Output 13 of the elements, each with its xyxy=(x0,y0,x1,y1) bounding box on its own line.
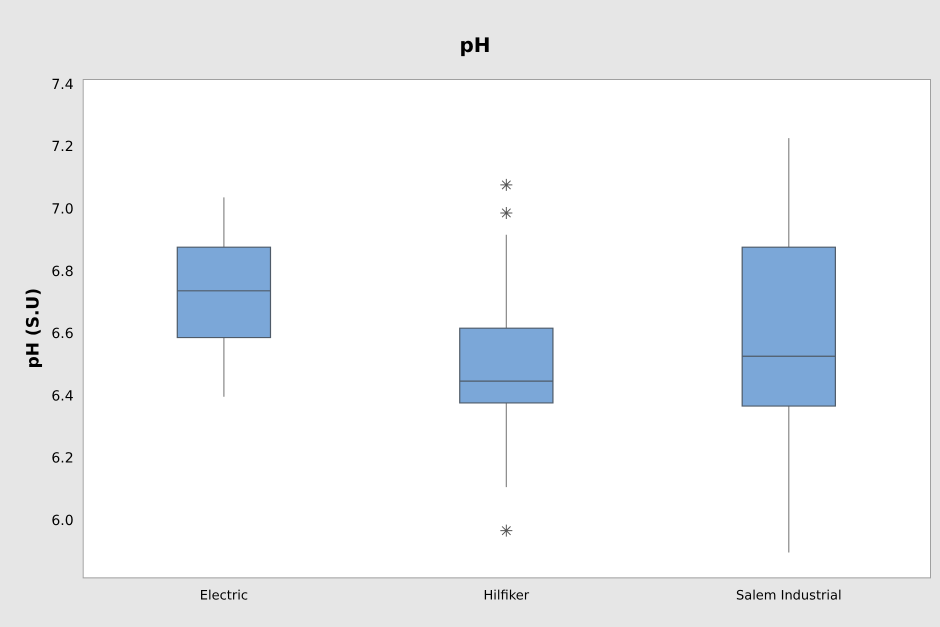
x-tick-label: Electric xyxy=(200,588,248,604)
y-tick-label: 7.4 xyxy=(51,76,74,93)
y-tick-label: 6.0 xyxy=(51,512,74,529)
y-axis-title: pH (S.U) xyxy=(24,288,44,368)
chart-title: pH xyxy=(459,33,491,58)
x-tick-label: Salem Industrial xyxy=(736,588,842,604)
y-tick-label: 6.8 xyxy=(51,264,74,280)
y-tick-label: 6.2 xyxy=(51,450,74,467)
y-tick-label: 6.4 xyxy=(51,388,74,404)
y-tick-label: 6.6 xyxy=(51,326,74,342)
y-tick-label: 7.0 xyxy=(51,201,74,218)
x-tick-label: Hilfiker xyxy=(484,588,530,604)
y-tick-label: 7.2 xyxy=(51,139,74,156)
